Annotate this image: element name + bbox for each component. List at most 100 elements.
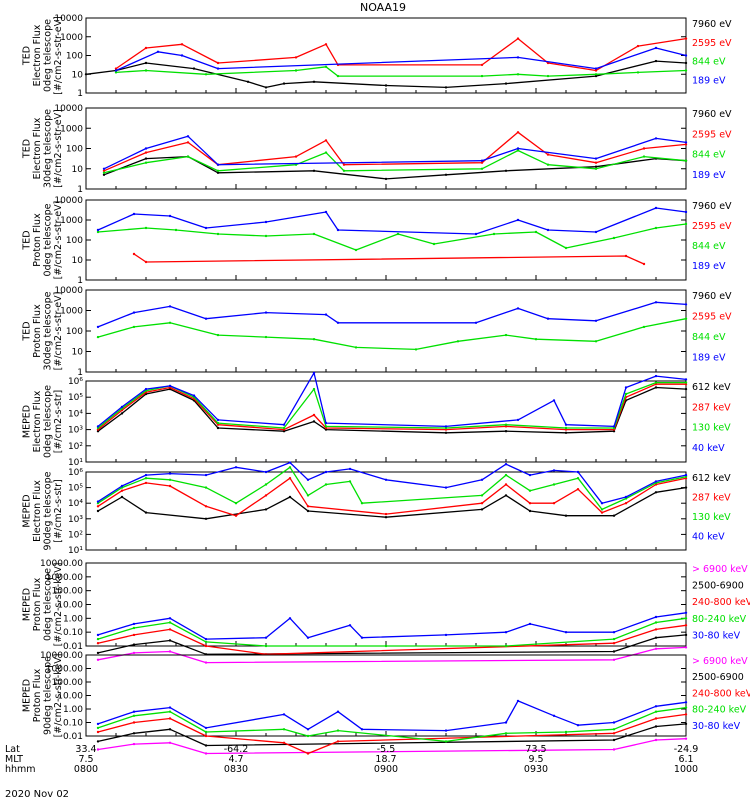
data-point [168, 706, 172, 709]
data-point [564, 730, 568, 734]
data-point [546, 163, 550, 166]
data-point [654, 628, 658, 631]
y-label-line: 0deg telescope [42, 19, 53, 92]
data-point [684, 646, 688, 649]
y-label-line: Proton Flux [32, 668, 43, 722]
legend-entry: 2595 eV [692, 312, 732, 323]
data-point [348, 467, 352, 471]
data-point [654, 59, 658, 63]
data-point [684, 210, 688, 214]
data-point [654, 386, 658, 389]
y-label-line: 0deg telescope [42, 385, 53, 458]
data-point [264, 483, 268, 486]
data-point [216, 61, 220, 65]
data-point [132, 311, 136, 314]
legend-entry: 844 eV [692, 57, 726, 68]
data-point [384, 644, 388, 648]
y-tick-label: 1000 [60, 307, 83, 317]
data-point [594, 69, 598, 72]
y-label-line: TED [21, 321, 32, 341]
y-tick-label: 10 [72, 348, 84, 358]
data-point [102, 167, 106, 170]
data-point [204, 486, 208, 489]
y-tick-label: 10⁵ [68, 393, 83, 403]
series-80-240 keV [96, 706, 688, 743]
data-point [264, 234, 268, 238]
series-30-80 keV [96, 699, 688, 732]
data-point [654, 226, 658, 230]
y-label-line: Proton Flux [32, 213, 43, 267]
data-point [336, 710, 340, 713]
y-tick-label: 1.00 [63, 614, 83, 624]
y-tick-label: 10⁶ [68, 468, 83, 478]
data-point [684, 69, 688, 72]
data-point [306, 478, 310, 481]
data-point [114, 71, 118, 74]
x-row-label: MLT [5, 754, 23, 765]
data-point [594, 157, 598, 160]
data-point [504, 169, 508, 172]
data-point [684, 54, 688, 57]
legend-entry: 80-240 keV [692, 614, 747, 625]
data-point [144, 46, 148, 50]
x-tick-label: -5.5 [377, 744, 396, 755]
data-point [624, 392, 628, 396]
y-label-line: Proton Flux [32, 304, 43, 358]
data-point [96, 748, 100, 751]
data-point [612, 748, 616, 751]
data-point [504, 82, 508, 85]
data-point [96, 505, 100, 508]
data-point [624, 495, 628, 499]
data-point [492, 232, 496, 236]
y-axis-label: MEPED Electron Flux 0deg telescope [#/cm2-s… [21, 385, 64, 458]
data-point [132, 626, 136, 630]
series-844 eV [114, 65, 688, 78]
panel-frame [85, 199, 687, 281]
data-point [324, 425, 328, 428]
data-point [306, 636, 310, 639]
legend-entry: 287 keV [692, 493, 731, 504]
data-point [684, 722, 688, 726]
data-point [144, 481, 148, 485]
data-point [600, 511, 604, 514]
data-point [444, 486, 448, 489]
y-tick-label: 10⁴ [68, 499, 83, 509]
data-point [612, 514, 616, 517]
y-axis-label: TED Electron Flux 30deg telescope [#/cm2-s-… [21, 109, 64, 188]
panel-frame [85, 289, 687, 373]
data-point [336, 228, 340, 232]
data-point [654, 374, 658, 378]
panel-meped-e-0: 10¹ 10² 10³ 10⁴ 10⁵ 10⁶ MEPED Electron Flux 0deg… [21, 371, 731, 468]
series-287 keV [96, 477, 688, 517]
data-point [144, 61, 148, 65]
y-tick-label: 1 [77, 185, 83, 195]
data-point [324, 151, 328, 154]
data-point [312, 413, 316, 417]
data-point [552, 483, 556, 486]
data-point [384, 177, 388, 181]
data-point [504, 473, 508, 477]
y-tick-label: 1000.00 [46, 665, 83, 675]
series-line [97, 700, 687, 732]
legend-entry: 612 keV [692, 473, 731, 484]
data-point [528, 502, 532, 505]
data-point [684, 387, 688, 391]
data-point [594, 74, 598, 78]
data-point [684, 159, 688, 162]
data-point [642, 147, 646, 150]
y-tick-label: 1000.00 [46, 573, 83, 583]
data-point [204, 73, 208, 76]
series-line [97, 223, 687, 251]
series-189 eV [114, 46, 688, 72]
data-point [594, 165, 598, 168]
legend-entry: 2595 eV [692, 38, 732, 49]
data-point [684, 617, 688, 620]
data-point [132, 325, 136, 329]
data-point [684, 713, 688, 716]
data-point [132, 643, 136, 646]
data-point [168, 484, 172, 488]
legend-entry: 7960 eV [692, 291, 732, 302]
data-point [654, 46, 658, 50]
